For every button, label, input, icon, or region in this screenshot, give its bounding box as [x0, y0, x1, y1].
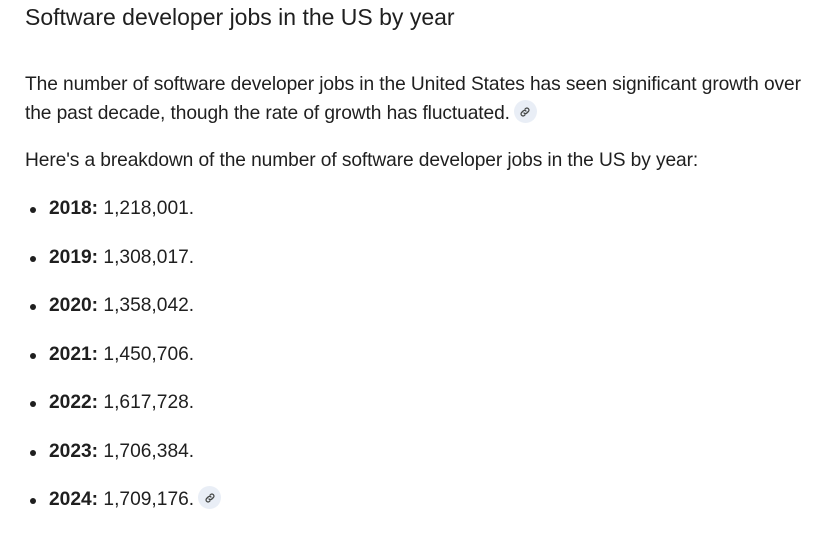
bullet-icon [30, 401, 36, 407]
jobs-by-year-list: 2018: 1,218,001. 2019: 1,308,017. 2020: … [25, 194, 222, 534]
bullet-icon [30, 498, 36, 504]
list-item: 2021: 1,450,706. [25, 340, 221, 389]
jobs-value: 1,706,384. [103, 440, 195, 462]
intro-paragraph: The number of software developer jobs in… [25, 70, 815, 128]
year-label: 2023: [49, 440, 99, 462]
source-link-button[interactable] [198, 486, 222, 510]
year-label: 2019: [49, 246, 99, 268]
jobs-value: 1,617,728. [103, 392, 195, 413]
link-icon [520, 107, 530, 117]
year-label: 2024: [49, 489, 99, 510]
jobs-value: 1,358,042. [103, 295, 195, 316]
bullet-icon [30, 255, 36, 262]
page-title: Software developer jobs in the US by yea… [25, 4, 455, 30]
list-item: 2020: 1,358,042. [25, 291, 221, 340]
year-label: 2022: [49, 392, 99, 413]
bullet-icon [30, 304, 36, 310]
list-item: 2022: 1,617,728. [25, 388, 221, 437]
breakdown-intro: Here's a breakdown of the number of soft… [25, 150, 699, 171]
bullet-icon [30, 352, 36, 359]
jobs-value: 1,218,001. [103, 198, 195, 219]
jobs-value: 1,308,017. [103, 246, 195, 268]
list-item: 2023: 1,706,384. [25, 437, 221, 486]
year-label: 2020: [49, 295, 99, 316]
bullet-icon [30, 449, 36, 456]
list-item: 2019: 1,308,017. [25, 243, 221, 292]
list-item: 2024: 1,709,176. [25, 485, 222, 534]
jobs-value: 1,709,176. [103, 489, 195, 510]
year-label: 2018: [49, 198, 99, 219]
source-link-button[interactable] [513, 100, 537, 124]
jobs-value: 1,450,706. [103, 343, 195, 365]
intro-text: The number of software developer jobs in… [25, 74, 801, 124]
list-item: 2018: 1,218,001. [25, 194, 221, 243]
bullet-icon [30, 207, 36, 213]
year-label: 2021: [49, 343, 99, 365]
link-icon [205, 493, 215, 503]
